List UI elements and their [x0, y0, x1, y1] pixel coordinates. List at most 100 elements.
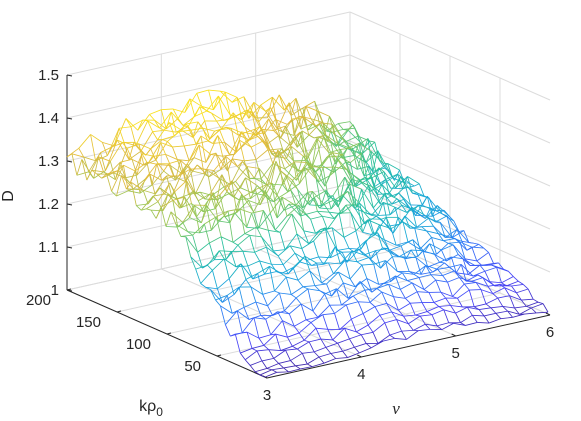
mesh-edge: [120, 158, 133, 163]
mesh-edge: [237, 244, 244, 252]
mesh-edge: [259, 260, 265, 275]
mesh-edge: [240, 348, 253, 354]
mesh-edge: [451, 256, 464, 260]
mesh-edge: [321, 282, 327, 285]
mesh-edge: [450, 256, 457, 273]
mesh-edge: [207, 140, 213, 144]
mesh-edge: [189, 204, 195, 218]
mesh-edge: [282, 252, 296, 265]
mesh-edge: [287, 115, 300, 125]
mesh-edge: [363, 254, 369, 258]
mesh-edge: [430, 274, 437, 281]
mesh-edge: [158, 164, 171, 167]
mesh-edge: [490, 307, 497, 314]
mesh-edge: [438, 306, 445, 311]
mesh-edge: [284, 297, 297, 312]
mesh-edge: [275, 333, 281, 351]
mesh-edge: [321, 216, 328, 230]
mesh-edge: [123, 164, 136, 172]
mesh-edge: [71, 153, 78, 176]
mesh-edge: [195, 191, 201, 195]
mesh-edge: [473, 242, 479, 245]
mesh-edge: [242, 331, 248, 334]
mesh-edge: [170, 211, 177, 225]
mesh-edge: [404, 256, 416, 258]
mesh-edge: [356, 324, 369, 333]
mesh-edge: [338, 121, 351, 124]
mesh-edge: [261, 236, 267, 248]
mesh-edge: [435, 279, 442, 293]
mesh-edge: [246, 331, 260, 339]
mesh-edge: [413, 265, 427, 275]
mesh-edge: [295, 365, 301, 370]
mesh-edge: [260, 163, 274, 180]
mesh-edge: [195, 135, 202, 145]
mesh-edge: [386, 192, 399, 199]
mesh-edge: [270, 333, 276, 336]
mesh-edge: [206, 169, 213, 196]
mesh-edge: [302, 100, 315, 109]
mesh-edge: [384, 192, 398, 200]
mesh-edge: [283, 203, 290, 211]
mesh-edge: [325, 347, 332, 354]
mesh-edge: [518, 280, 524, 285]
mesh-edge: [148, 142, 161, 163]
mesh-edge: [281, 267, 294, 274]
mesh-edge: [310, 118, 323, 123]
mesh-edge: [542, 303, 549, 313]
mesh-edge: [326, 271, 339, 285]
mesh-edge: [176, 194, 189, 200]
mesh-edge: [513, 276, 519, 282]
mesh-edge: [427, 266, 434, 273]
mesh-edge: [468, 242, 474, 244]
mesh-edge: [437, 266, 450, 270]
mesh-edge: [283, 367, 289, 373]
mesh-edge: [522, 284, 529, 290]
mesh-edge: [350, 318, 357, 333]
mesh-edge: [159, 111, 172, 129]
mesh-edge: [431, 237, 444, 242]
mesh-edge: [352, 295, 359, 303]
mesh-edge: [162, 135, 175, 140]
mesh-edge: [225, 155, 238, 167]
mesh-edge: [282, 320, 295, 327]
mesh-edge: [297, 279, 304, 287]
mesh-edge: [229, 131, 242, 155]
mesh-edge: [121, 175, 127, 190]
mesh-edge: [189, 168, 196, 195]
mesh-edge: [168, 163, 174, 177]
mesh-edge: [93, 156, 100, 179]
mesh-edge: [487, 286, 494, 294]
mesh-edge: [141, 153, 154, 157]
mesh-edge: [334, 313, 340, 330]
mesh-edge: [229, 194, 243, 223]
mesh-edge: [315, 327, 328, 330]
mesh-edge: [253, 102, 266, 112]
mesh-edge: [329, 304, 335, 314]
mesh-edge: [318, 356, 325, 364]
mesh-edge: [244, 359, 251, 366]
mesh-edge: [300, 303, 307, 320]
mesh-edge: [382, 162, 388, 164]
mesh-edge: [227, 210, 234, 243]
mesh-edge: [341, 165, 354, 187]
mesh-edge: [457, 254, 471, 266]
mesh-edge: [509, 295, 515, 309]
mesh-edge: [71, 153, 84, 158]
mesh-edge: [111, 164, 124, 192]
mesh-edge: [362, 138, 369, 154]
mesh-edge: [172, 108, 179, 119]
mesh-edge: [292, 339, 305, 347]
mesh-edge: [331, 227, 338, 251]
mesh-edge: [244, 159, 257, 162]
y-axis-label: kρ0: [139, 398, 163, 419]
mesh-edge: [426, 306, 439, 312]
mesh-edge: [221, 295, 228, 303]
mesh-edge: [160, 109, 167, 130]
mesh-edge: [379, 160, 386, 169]
mesh-edge: [128, 190, 141, 194]
mesh-edge: [428, 292, 435, 303]
mesh-edge: [294, 161, 300, 184]
mesh-edge: [339, 318, 352, 330]
grid-line-back-z: [66, 54, 351, 119]
